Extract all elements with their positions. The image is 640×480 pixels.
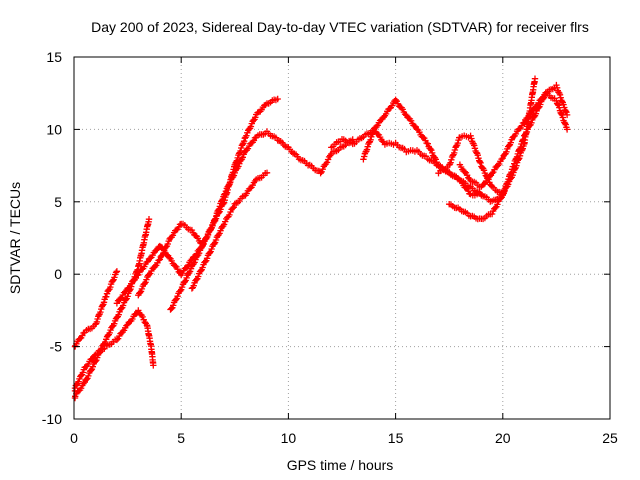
series-trace-5	[135, 95, 281, 299]
series-markers	[71, 216, 153, 402]
x-tick-label: 15	[388, 430, 404, 446]
series-trace-9	[360, 96, 506, 205]
series-markers	[360, 96, 506, 205]
plot-frame	[73, 56, 611, 420]
series-markers	[71, 307, 157, 395]
x-tick-label: 10	[281, 430, 297, 446]
series-markers	[167, 128, 356, 313]
series-markers	[456, 81, 571, 191]
series-markers	[71, 268, 121, 350]
series-trace-11	[446, 89, 571, 223]
x-tick-label: 25	[602, 430, 618, 446]
x-tick-label: 0	[70, 430, 78, 446]
series-markers	[135, 95, 281, 299]
x-axis-label: GPS time / hours	[287, 457, 394, 473]
plot-area	[71, 75, 571, 402]
axis-ticks: 0 5 10 15 20 25 -10 -5 0 5 10 15	[42, 49, 618, 446]
grid	[74, 57, 610, 419]
y-axis-label: SDTVAR / TECUs	[7, 182, 23, 294]
series-trace-3	[71, 307, 157, 395]
series-markers	[188, 169, 271, 292]
series-trace-7	[188, 169, 271, 292]
series-trace-1	[71, 268, 121, 350]
y-tick-label: -5	[50, 339, 63, 355]
series-trace-6	[167, 128, 356, 313]
series-trace-12	[456, 81, 571, 191]
y-tick-label: 0	[54, 266, 62, 282]
x-tick-label: 20	[495, 430, 511, 446]
y-tick-label: 10	[46, 121, 62, 137]
y-tick-label: 15	[46, 49, 62, 65]
x-tick-label: 5	[177, 430, 185, 446]
series-markers	[446, 89, 571, 223]
y-tick-label: 5	[54, 194, 62, 210]
series-trace-2	[71, 216, 153, 402]
chart-title: Day 200 of 2023, Sidereal Day-to-day VTE…	[91, 19, 589, 35]
y-tick-label: -10	[42, 411, 62, 427]
